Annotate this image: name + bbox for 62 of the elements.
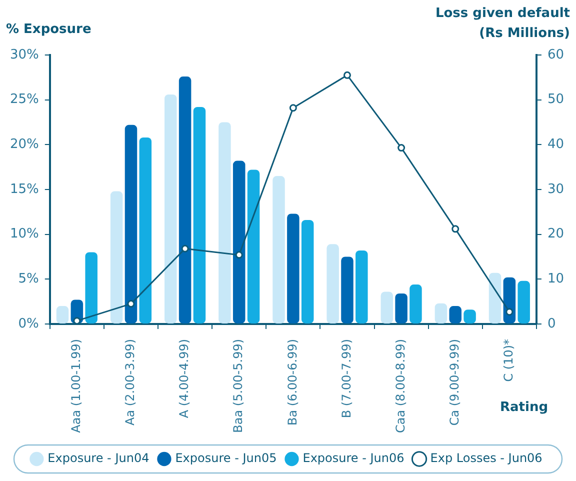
bar <box>301 220 314 324</box>
x-tick-label: C (10)* <box>502 338 516 382</box>
bar <box>85 252 98 324</box>
y2-tick-label: 10 <box>547 272 564 287</box>
x-tick-label: Aaa (1.00-1.99) <box>69 338 84 433</box>
legend-label: Exp Losses - Jun06 <box>430 451 542 466</box>
bar <box>341 256 354 324</box>
y2-tick-label: 60 <box>547 47 564 62</box>
y2-tick-label: 50 <box>547 92 564 108</box>
x-tick-label: Caa (8.00-8.99) <box>393 338 408 433</box>
point <box>181 244 189 252</box>
bar <box>139 137 152 324</box>
bar <box>287 214 300 324</box>
point <box>127 300 135 308</box>
y-tick-label: 25% <box>10 92 39 108</box>
y2-tick-label: 30 <box>547 182 564 197</box>
y-tick-label: 10% <box>10 226 39 242</box>
x-tick-label: A (4.00-4.99) <box>177 338 192 418</box>
bar <box>193 107 206 324</box>
y-tick-label: 15% <box>10 182 39 197</box>
x-tick-label: Ca (9.00-9.99) <box>447 338 462 426</box>
y2-tick-label: 0 <box>547 316 556 332</box>
legend-label: Exposure - Jun04 <box>48 451 150 466</box>
bar <box>232 160 246 324</box>
legend-label: Exposure - Jun06 <box>302 451 404 466</box>
bar <box>247 170 260 324</box>
point <box>343 71 351 79</box>
bar <box>518 280 530 324</box>
x-tick-label: Baa (5.00-5.99) <box>231 338 246 433</box>
bar <box>356 250 368 324</box>
point <box>73 317 81 324</box>
point <box>506 308 514 316</box>
x-tick-label: Aa (2.00-3.99) <box>123 338 138 426</box>
x-axis-title: Rating <box>500 400 548 415</box>
y-tick-label: 30% <box>10 47 39 62</box>
bar <box>124 124 138 324</box>
bar <box>380 292 394 324</box>
point <box>235 251 243 259</box>
point <box>289 104 297 112</box>
bar <box>395 293 408 324</box>
bar <box>503 277 516 324</box>
legend-label: Exposure - Jun05 <box>175 451 277 466</box>
bar <box>110 191 123 324</box>
y-axis-title: % Exposure <box>6 22 92 37</box>
bar <box>272 176 285 324</box>
y-tick-label: 5% <box>18 272 39 287</box>
bar <box>164 94 177 324</box>
y2-axis-title: Loss given default (Rs Millions) <box>434 5 570 43</box>
y-tick-label: 20% <box>10 137 39 152</box>
bar <box>410 284 422 324</box>
x-tick-label: Ba (6.00-6.99) <box>285 338 300 426</box>
bar <box>178 76 192 324</box>
bar <box>218 122 231 324</box>
bar <box>326 244 339 324</box>
y2-tick-label: 40 <box>547 137 564 152</box>
point <box>452 225 460 233</box>
point <box>398 144 406 152</box>
bar <box>434 303 448 324</box>
y-tick-label: 0% <box>18 316 39 332</box>
bar <box>488 272 502 324</box>
x-tick-label: B (7.00-7.99) <box>339 338 354 418</box>
y2-tick-label: 20 <box>547 226 564 242</box>
